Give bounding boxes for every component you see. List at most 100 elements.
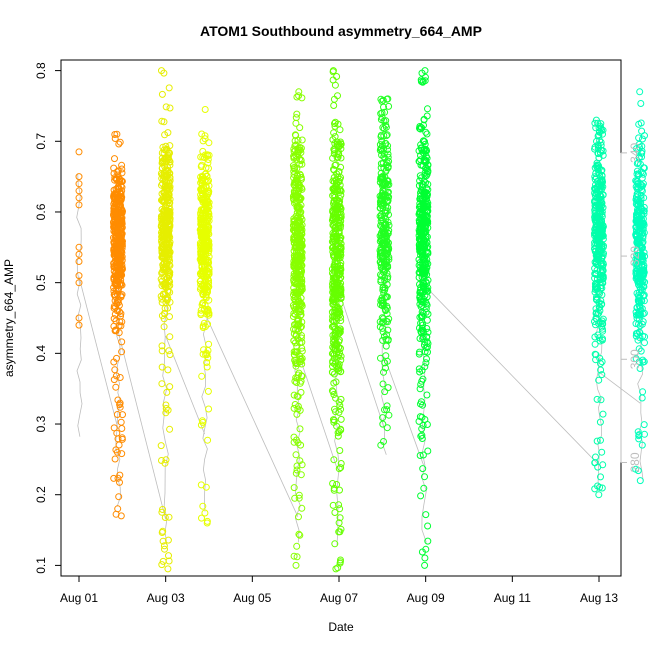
data-point [331, 122, 339, 130]
data-point [164, 536, 172, 544]
data-point [162, 405, 170, 412]
data-point [331, 509, 339, 516]
data-point [205, 340, 213, 348]
data-point [421, 252, 429, 260]
data-point [158, 213, 166, 221]
data-point [382, 342, 390, 350]
data-point [329, 136, 337, 144]
data-point [380, 368, 387, 376]
data-point [297, 323, 305, 331]
data-point [637, 119, 645, 127]
data-point [421, 554, 429, 562]
data-point [330, 280, 338, 288]
data-point [164, 151, 172, 159]
data-point [198, 372, 206, 380]
data-point [636, 88, 644, 96]
y-tick-label: 0.2 [34, 486, 48, 503]
data-point [112, 327, 120, 335]
data-point [197, 194, 205, 202]
data-point [163, 388, 171, 396]
data-point [384, 164, 392, 172]
data-point [294, 148, 302, 156]
data-point [424, 447, 432, 455]
data-point [160, 172, 168, 180]
data-point [117, 418, 125, 426]
data-point [420, 189, 428, 196]
data-point [197, 481, 205, 489]
data-point [595, 201, 603, 209]
data-point [160, 542, 168, 550]
data-point [202, 217, 210, 225]
data-point [166, 183, 174, 191]
data-point [205, 405, 213, 413]
data-point [165, 84, 173, 92]
data-point [421, 229, 429, 237]
data-point [337, 251, 345, 259]
data-point [593, 282, 601, 289]
data-point [421, 140, 429, 148]
data-point [635, 435, 643, 443]
data-point [594, 331, 602, 339]
data-point [75, 243, 83, 251]
data-point [75, 194, 83, 202]
data-point [597, 301, 605, 309]
data-point [296, 312, 304, 319]
data-point [637, 231, 645, 239]
y-tick-label: 0.7 [34, 133, 48, 150]
data-point [420, 203, 428, 210]
data-point [337, 163, 345, 171]
data-point [293, 436, 300, 444]
data-point [198, 130, 206, 138]
data-point [293, 239, 300, 247]
data-point [75, 321, 83, 329]
data-point [417, 492, 425, 500]
data-point [598, 146, 605, 154]
data-point [638, 297, 646, 305]
data-point [291, 222, 299, 230]
data-point [335, 360, 343, 368]
data-point [112, 446, 120, 454]
data-point [337, 464, 345, 472]
data-point [118, 161, 126, 169]
data-point [384, 337, 392, 344]
data-point [331, 540, 339, 548]
data-point [161, 304, 169, 312]
data-point [115, 140, 123, 148]
data-point [197, 311, 205, 319]
data-point [329, 313, 337, 320]
data-point [289, 313, 297, 320]
data-point [114, 435, 122, 443]
data-point [164, 304, 172, 312]
data-point [383, 262, 391, 270]
data-point [332, 331, 340, 339]
data-point [200, 346, 208, 354]
data-point [597, 473, 604, 481]
data-point [113, 230, 121, 238]
data-point [632, 355, 640, 363]
x-tick-label: Aug 11 [494, 591, 531, 605]
data-point [113, 411, 121, 418]
data-point [117, 293, 125, 301]
data-point [417, 144, 425, 152]
data-point [162, 191, 170, 199]
data-point [166, 351, 174, 359]
data-point [297, 441, 305, 449]
data-point [336, 447, 344, 454]
data-point [116, 138, 124, 146]
data-point [205, 209, 212, 216]
data-point [382, 307, 390, 315]
data-point [424, 284, 432, 292]
data-point [294, 202, 301, 210]
data-point [290, 303, 298, 311]
data-point [638, 174, 646, 182]
data-point [204, 354, 212, 362]
x-axis: Aug 01 Aug 03 Aug 05 Aug 07 Aug 09 Aug 11 Aug … [60, 575, 618, 605]
data-point [162, 155, 170, 163]
data-point [112, 204, 120, 212]
data-point [591, 239, 599, 247]
x-tick-label: Aug 03 [147, 591, 185, 605]
data-point [634, 208, 642, 215]
data-point [297, 377, 305, 385]
data-point [196, 285, 204, 293]
data-point [199, 173, 207, 181]
